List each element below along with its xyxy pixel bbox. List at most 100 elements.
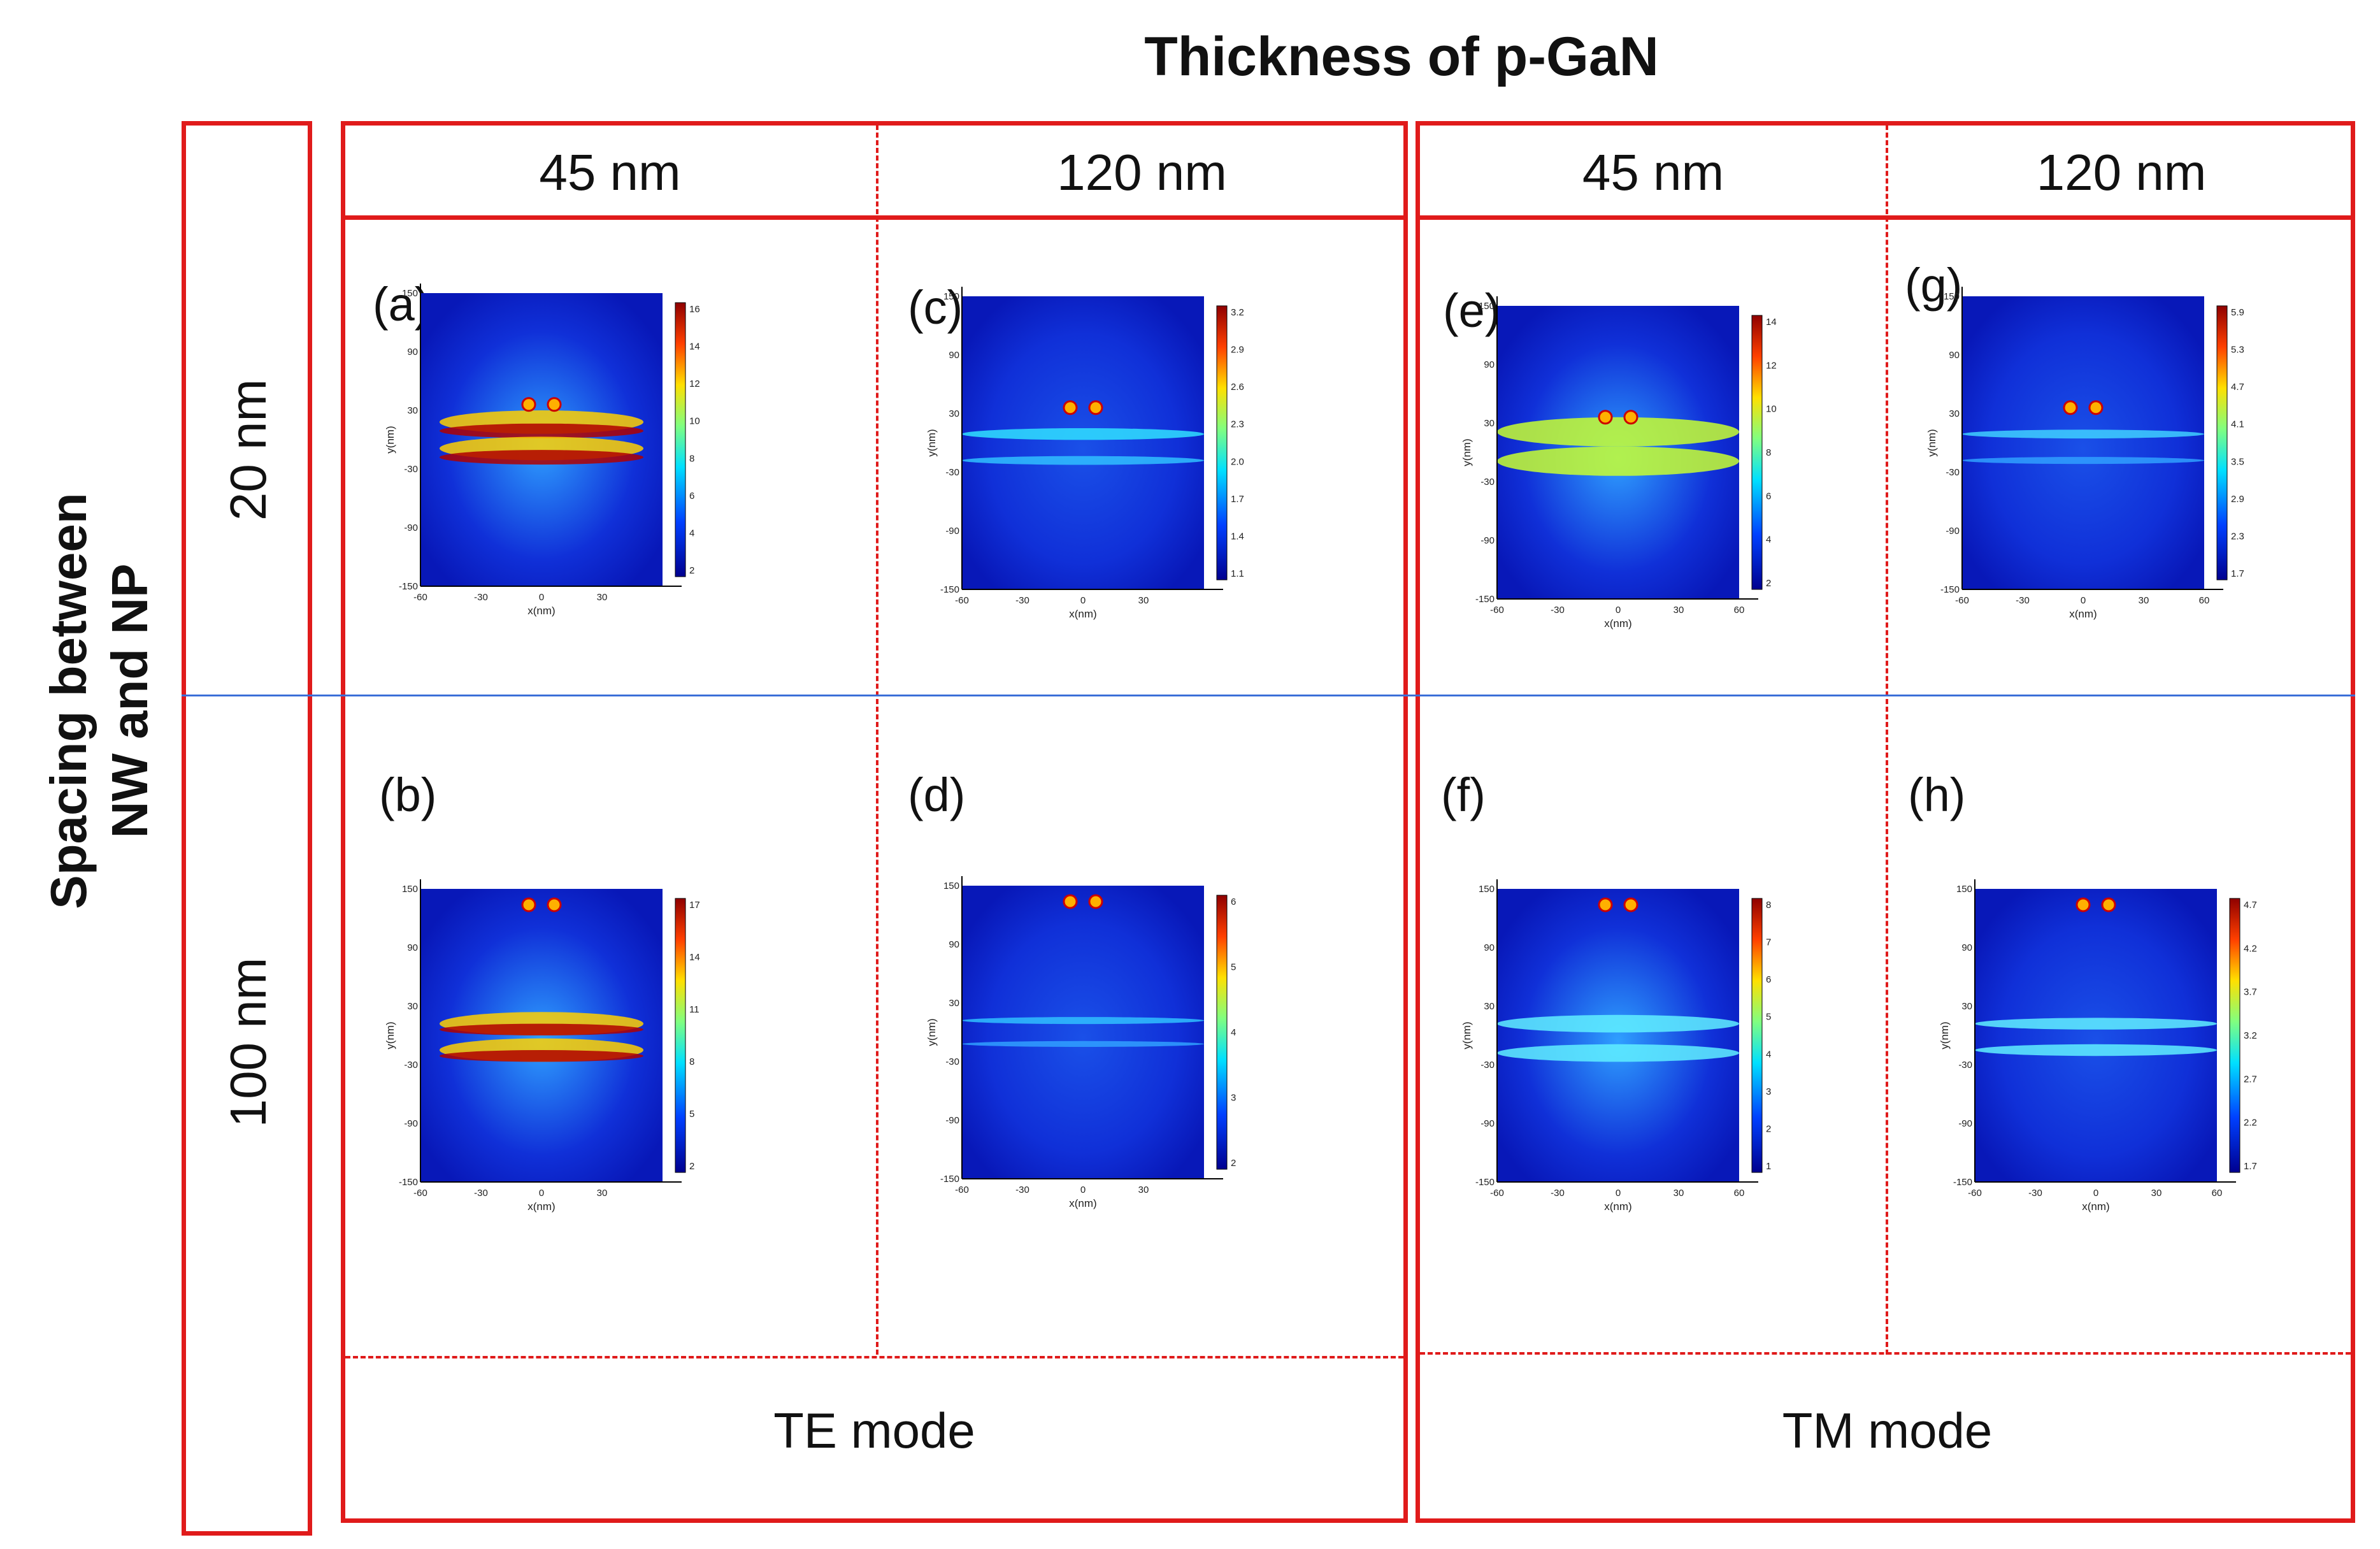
- y-tick-label: 30: [1961, 1001, 1972, 1012]
- colorbar-tick-label: 2.9: [1231, 345, 1244, 356]
- colorbar: [1216, 305, 1228, 580]
- colorbar-tick-label: 2: [689, 1161, 694, 1172]
- y-tick-label: 90: [1484, 942, 1495, 953]
- field-band-0: [1975, 1018, 2217, 1030]
- x-axis-label: x(nm): [1604, 1200, 1631, 1213]
- colorbar: [2216, 305, 2228, 580]
- y-tick-label: 30: [1484, 1001, 1495, 1012]
- field-band-0: [1962, 429, 2204, 439]
- x-tick-label: -30: [1551, 605, 1565, 616]
- heatmap-panel-b: 150 90 30 -30 -90 -150-60 -30 0 30 x(nm) y(nm) 17 14…: [384, 879, 700, 1213]
- x-tick-label: -60: [1955, 595, 1969, 606]
- field-band-1: [1975, 1044, 2217, 1056]
- column-header-tm-120: 120 nm: [2036, 144, 2207, 201]
- colorbar-tick-label: 3.7: [2244, 987, 2257, 998]
- colorbar-tick-label: 3: [1766, 1086, 1771, 1097]
- colorbar-tick-label: 6: [1766, 491, 1771, 501]
- y-tick-label: 150: [1944, 291, 1960, 302]
- colorbar-tick-label: 1.7: [2244, 1161, 2257, 1172]
- y-tick-label: 30: [1949, 408, 1960, 419]
- x-tick-label: 60: [2199, 595, 2210, 606]
- tm-mode-frame: [1416, 121, 2355, 1523]
- y-axis-label: y(nm): [1461, 438, 1473, 466]
- row-label-20nm-box: 20 nm: [185, 379, 312, 521]
- x-axis-label: x(nm): [1069, 608, 1096, 620]
- colorbar-tick-label: 8: [1766, 900, 1771, 911]
- nanoparticle-left: [1063, 400, 1078, 415]
- colorbar-tick-label: 8: [1766, 447, 1771, 458]
- colorbar-tick-label: 1.1: [1231, 568, 1244, 579]
- colorbar-tick-label: 2.0: [1231, 456, 1244, 467]
- heatmap-field: [962, 886, 1204, 1179]
- nanoparticle-right: [2101, 897, 2116, 912]
- colorbar-tick-label: 1.7: [2231, 568, 2244, 579]
- x-tick-label: 0: [539, 1188, 544, 1199]
- x-tick-label: 30: [1674, 605, 1684, 616]
- x-tick-label: -30: [2028, 1188, 2042, 1199]
- colorbar-tick-label: 5: [689, 1109, 694, 1120]
- colorbar-tick-label: 3.2: [1231, 307, 1244, 318]
- x-axis-label: x(nm): [2069, 608, 2097, 620]
- y-tick-label: -30: [1480, 477, 1495, 487]
- y-tick-label: -90: [404, 522, 418, 533]
- y-tick-label: -90: [1480, 535, 1495, 546]
- y-tick-label: 90: [1961, 942, 1972, 953]
- row-axis-title: Spacing between NW and NP: [25, 446, 178, 956]
- x-tick-label: 30: [1138, 595, 1149, 606]
- colorbar-tick-label: 1.4: [1231, 531, 1244, 542]
- x-axis-label: x(nm): [527, 605, 555, 617]
- x-tick-label: 0: [1616, 605, 1621, 616]
- y-tick-label: -150: [1940, 584, 1960, 595]
- y-tick-label: 150: [1956, 884, 1972, 895]
- nanoparticle-left: [2075, 897, 2091, 912]
- nanoparticle-right: [547, 397, 562, 412]
- x-tick-label: -30: [474, 1188, 488, 1199]
- colorbar-tick-label: 3.5: [2231, 456, 2244, 467]
- x-tick-label: 60: [2212, 1188, 2223, 1199]
- x-tick-label: -30: [1015, 1185, 1029, 1195]
- y-tick-label: 30: [949, 408, 959, 419]
- colorbar-tick-label: 4.7: [2244, 900, 2257, 911]
- colorbar-tick-label: 5: [1231, 962, 1236, 973]
- colorbar-tick-label: 8: [689, 1056, 694, 1067]
- panel-label-g: (g): [1905, 259, 1963, 312]
- panel-label-c: (c): [908, 281, 963, 334]
- y-tick-label: -30: [945, 1056, 959, 1067]
- colorbar-tick-label: 2: [1766, 578, 1771, 589]
- x-axis-label: x(nm): [1604, 617, 1631, 630]
- panel-label-b: (b): [379, 768, 437, 821]
- y-tick-label: -90: [945, 526, 959, 537]
- colorbar: [675, 898, 686, 1173]
- y-tick-label: 150: [402, 288, 418, 299]
- y-tick-label: 150: [943, 291, 959, 302]
- heatmap-panel-g: 150 90 30 -30 -90 -150-60 -30 0 30 60 x(nm) y(nm) 5.…: [1926, 287, 2244, 620]
- column-header-te-45: 45 nm: [539, 144, 681, 201]
- y-axis-label: y(nm): [926, 1018, 938, 1046]
- y-axis-label: y(nm): [926, 429, 938, 456]
- y-tick-label: 90: [949, 939, 959, 950]
- y-tick-label: 150: [943, 881, 959, 891]
- panel-label-d: (d): [908, 768, 966, 821]
- row-label-20nm: 20 nm: [220, 378, 276, 521]
- colorbar-tick-label: 2.6: [1231, 382, 1244, 393]
- colorbar-tick-label: 12: [1766, 360, 1777, 371]
- figure-title: Thickness of p-GaN: [1144, 26, 1659, 87]
- y-tick-label: 30: [407, 405, 418, 416]
- tm-mode-label: TM mode: [1782, 1402, 1993, 1459]
- x-axis-label: x(nm): [527, 1200, 555, 1213]
- nanoparticle-right: [1623, 410, 1638, 425]
- field-band-1: [440, 423, 643, 438]
- colorbar: [1751, 898, 1763, 1173]
- field-band-0: [962, 428, 1204, 440]
- x-tick-label: -60: [413, 592, 427, 603]
- x-tick-label: -60: [955, 595, 969, 606]
- row-axis-title-line-1: Spacing between: [40, 493, 97, 909]
- x-tick-label: 0: [2093, 1188, 2098, 1199]
- y-tick-label: 30: [1484, 418, 1495, 429]
- x-tick-label: 30: [597, 592, 608, 603]
- te-column-divider: [876, 125, 878, 1355]
- y-tick-label: -30: [1480, 1060, 1495, 1070]
- x-tick-label: 0: [539, 592, 544, 603]
- heatmap-field: [1497, 889, 1739, 1182]
- colorbar-tick-label: 2: [1231, 1158, 1236, 1169]
